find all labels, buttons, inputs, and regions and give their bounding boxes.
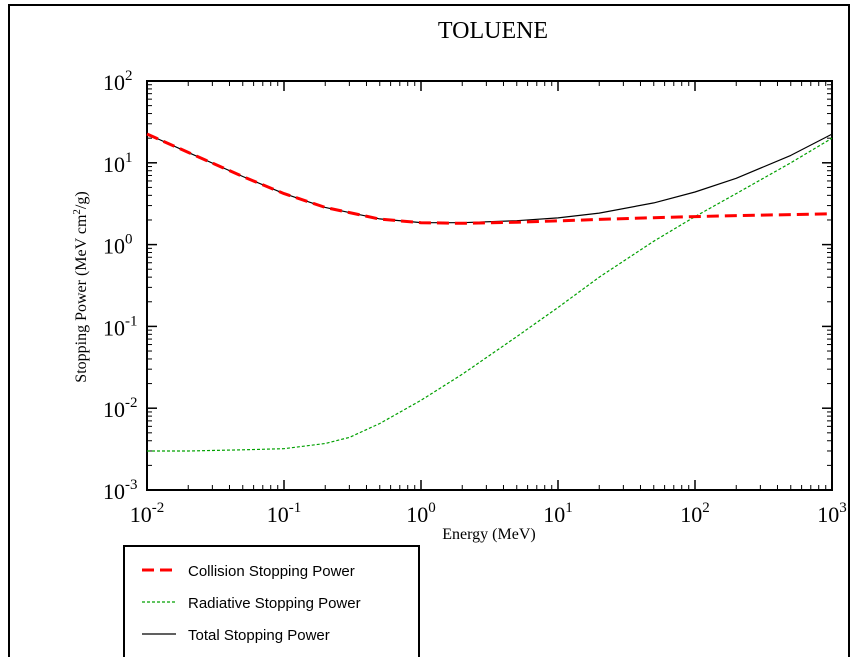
x-tick-label: 100 xyxy=(406,500,436,527)
legend-label: Collision Stopping Power xyxy=(188,563,355,580)
chart-frame xyxy=(8,4,850,657)
y-tick-label: 100 xyxy=(103,232,133,259)
plot-area xyxy=(146,80,833,491)
x-axis-label: Energy (MeV) xyxy=(442,526,535,543)
legend-label: Radiative Stopping Power xyxy=(188,595,361,612)
x-tick-label: 103 xyxy=(817,500,847,527)
legend-box xyxy=(123,545,420,657)
y-axis-label-sup: 2 xyxy=(71,209,83,215)
x-tick-label: 10-2 xyxy=(130,500,165,527)
minor-ticks xyxy=(147,81,832,490)
legend: Collision Stopping Power Radiative Stoppi… xyxy=(123,545,420,657)
chart-title: TOLUENE xyxy=(438,18,548,44)
y-tick-label: 10-3 xyxy=(103,477,138,504)
x-tick-label: 102 xyxy=(680,500,710,527)
x-tick-labels: 10-2 10-1 100 101 102 103 xyxy=(130,500,847,527)
x-tick-label: 10-1 xyxy=(267,500,302,527)
series-collision-stopping-power xyxy=(146,132,833,225)
major-ticks xyxy=(146,80,833,491)
y-tick-label: 10-1 xyxy=(103,313,138,340)
y-axis-label-main: Stopping Power (MeV cm xyxy=(73,214,90,383)
series-radiative-stopping-power xyxy=(147,137,833,452)
y-axis-label-tail: /g) xyxy=(73,191,90,209)
legend-label: Total Stopping Power xyxy=(188,627,330,644)
series-layer xyxy=(146,132,833,452)
y-axis-label: Stopping Power (MeV cm2/g) xyxy=(71,191,90,382)
y-tick-labels: 10-3 10-2 10-1 100 101 102 xyxy=(103,68,138,504)
x-tick-label: 101 xyxy=(543,500,573,527)
y-tick-label: 10-2 xyxy=(103,395,138,422)
y-tick-label: 101 xyxy=(103,150,133,177)
y-tick-label: 102 xyxy=(103,68,133,95)
